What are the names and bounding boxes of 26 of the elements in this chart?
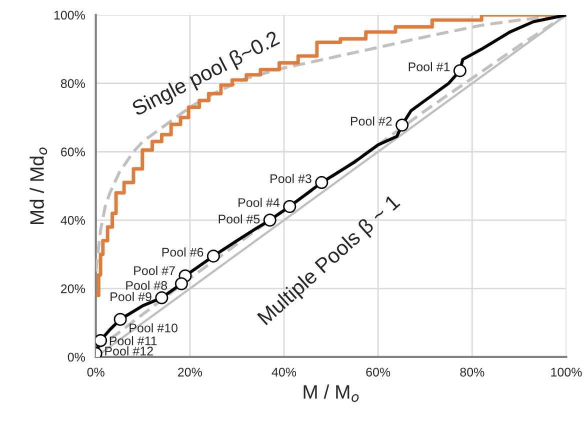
- y-tick-label: 100%: [54, 10, 85, 20]
- x-axis-title: M / M$_{o}$: [304, 384, 359, 402]
- annotation: Pool #11: [110, 336, 157, 346]
- annotation: Pool #1: [408, 62, 450, 72]
- x-tick-label: 100%: [551, 368, 582, 377]
- x-tick-label: 20%: [178, 368, 202, 377]
- y-tick-label: 60%: [61, 148, 85, 156]
- x-tick-label: 0%: [87, 368, 104, 377]
- y-tick-label: 0%: [68, 352, 85, 362]
- x-tick-label: 80%: [460, 368, 484, 377]
- y-axis-title: Md / Md$_{o}$: [30, 148, 48, 224]
- annotation: Pool #8: [126, 280, 168, 290]
- annotation: Pool #4: [238, 198, 280, 208]
- annotation: Pool #2: [350, 116, 392, 126]
- annotation: Pool #9: [110, 292, 152, 302]
- x-tick-label: 40%: [272, 368, 296, 377]
- annotation: Pool #12: [105, 346, 153, 356]
- y-tick-label: 80%: [60, 79, 85, 88]
- y-tick-label: 20%: [61, 284, 85, 294]
- y-tick-label: 40%: [60, 216, 85, 225]
- x-tick-label: 60%: [366, 368, 390, 377]
- annotation: Pool #6: [162, 247, 204, 257]
- annotation: Pool #5: [218, 214, 260, 224]
- annotation: Pool #10: [130, 323, 178, 332]
- annotation: Pool #3: [270, 174, 312, 184]
- annotation: Pool #7: [134, 266, 175, 276]
